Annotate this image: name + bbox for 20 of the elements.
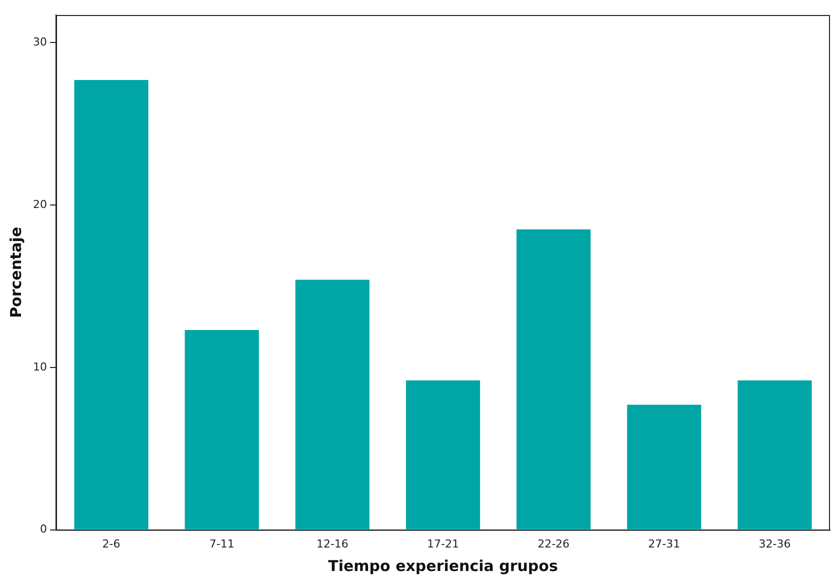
- x-tick-label: 12-16: [316, 537, 348, 550]
- x-tick-label: 2-6: [102, 537, 120, 550]
- y-tick-label: 0: [40, 522, 47, 536]
- bar: [627, 404, 702, 530]
- x-tick-label: 32-36: [758, 537, 791, 550]
- x-axis-title: Tiempo experiencia grupos: [328, 556, 558, 575]
- bar: [184, 330, 259, 530]
- x-tick-label: 22-26: [538, 537, 570, 550]
- bar: [516, 229, 591, 530]
- bar: [738, 380, 812, 530]
- y-tick-label: 20: [32, 198, 47, 211]
- y-tick-label: 30: [32, 35, 47, 48]
- x-tick-label: 17-21: [427, 537, 459, 550]
- bar: [295, 280, 370, 530]
- x-tick-label: 7-11: [209, 537, 234, 550]
- y-axis-title: Porcentaje: [6, 226, 25, 318]
- bar: [74, 80, 148, 530]
- x-tick-label: 27-31: [648, 537, 680, 550]
- bar: [406, 380, 480, 530]
- y-tick-label: 10: [32, 360, 47, 374]
